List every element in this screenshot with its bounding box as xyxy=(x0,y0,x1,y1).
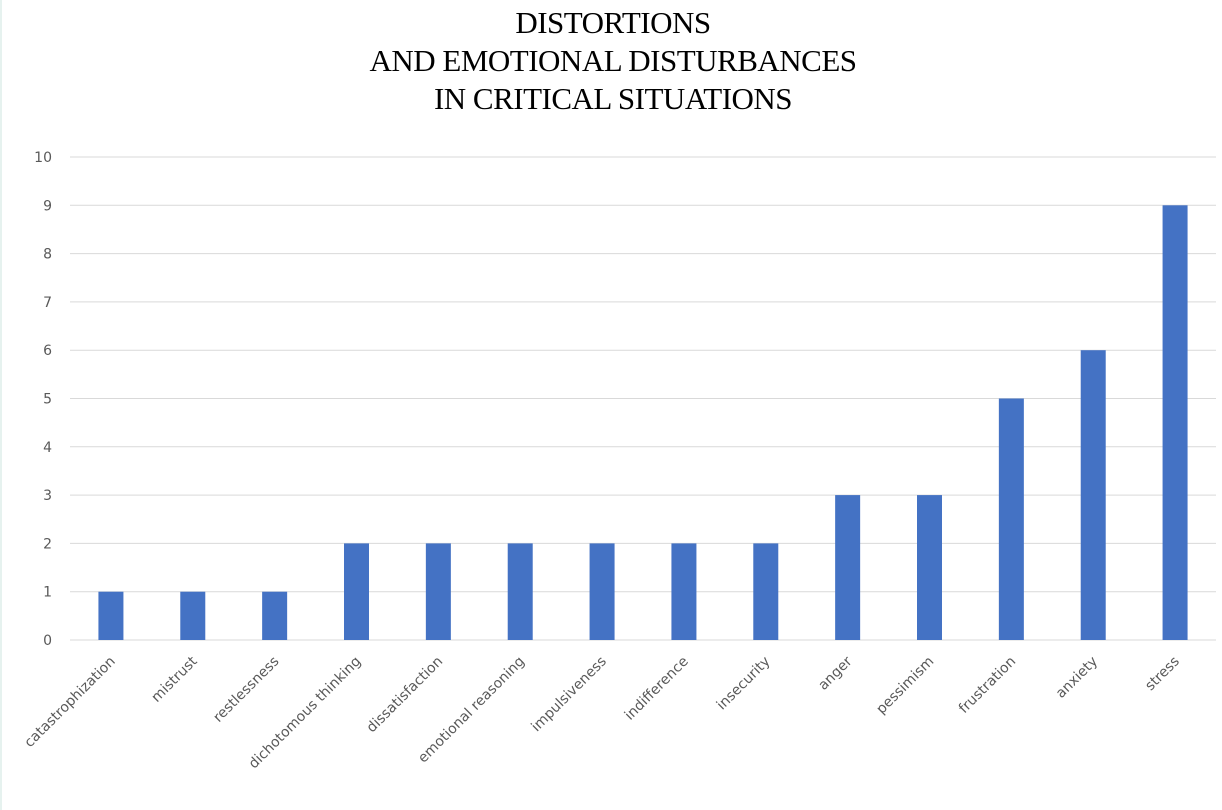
y-tick-label: 5 xyxy=(43,392,52,408)
bar xyxy=(998,398,1024,640)
chart-title-line-1: DISTORTIONS xyxy=(515,5,711,40)
y-tick-label: 4 xyxy=(43,440,52,456)
bar xyxy=(835,495,861,640)
gridlines xyxy=(70,156,1216,641)
bar xyxy=(425,543,451,640)
bar xyxy=(1080,350,1106,640)
y-tick-label: 6 xyxy=(43,343,52,359)
y-tick-label: 10 xyxy=(34,150,52,166)
x-category-label: anxiety xyxy=(1053,654,1101,702)
x-category-label: stress xyxy=(1142,654,1183,695)
y-tick-label: 8 xyxy=(43,247,52,263)
y-tick-label: 1 xyxy=(43,585,52,601)
y-tick-label: 0 xyxy=(43,633,52,649)
x-category-label: frustration xyxy=(956,654,1019,717)
x-category-label: restlessness xyxy=(210,654,282,726)
y-tick-label: 2 xyxy=(43,536,52,552)
y-tick-label: 7 xyxy=(43,295,52,311)
x-category-label: anger xyxy=(815,653,855,693)
y-tick-label: 3 xyxy=(43,488,52,504)
chart-title: DISTORTIONS AND EMOTIONAL DISTURBANCES I… xyxy=(2,4,1222,118)
bar xyxy=(344,543,369,640)
x-category-label: dissatisfaction xyxy=(364,654,446,736)
bar xyxy=(180,591,206,640)
chart-title-line-2: AND EMOTIONAL DISTURBANCES xyxy=(369,43,857,78)
bar xyxy=(1162,205,1188,641)
bar xyxy=(753,543,779,640)
bar xyxy=(262,591,288,640)
x-category-label: pessimism xyxy=(873,654,937,718)
bar xyxy=(671,543,697,640)
bar xyxy=(98,591,124,640)
x-category-label: insecurity xyxy=(714,654,774,714)
bar xyxy=(589,543,615,640)
bars xyxy=(98,205,1188,641)
bar xyxy=(917,495,942,640)
x-category-label: mistrust xyxy=(148,653,200,705)
x-category-label: impulsiveness xyxy=(528,654,610,736)
y-axis-tick-labels: 0 1 2 3 4 5 6 7 8 9 10 xyxy=(34,150,52,649)
chart-title-line-3: IN CRITICAL SITUATIONS xyxy=(433,81,793,116)
bar xyxy=(507,543,533,640)
x-axis-category-labels: catastrophization mistrust restlessnessdic… xyxy=(21,653,1182,772)
x-category-label: indifference xyxy=(622,654,692,724)
x-category-label: catastrophization xyxy=(21,654,118,751)
y-tick-label: 9 xyxy=(43,198,52,214)
